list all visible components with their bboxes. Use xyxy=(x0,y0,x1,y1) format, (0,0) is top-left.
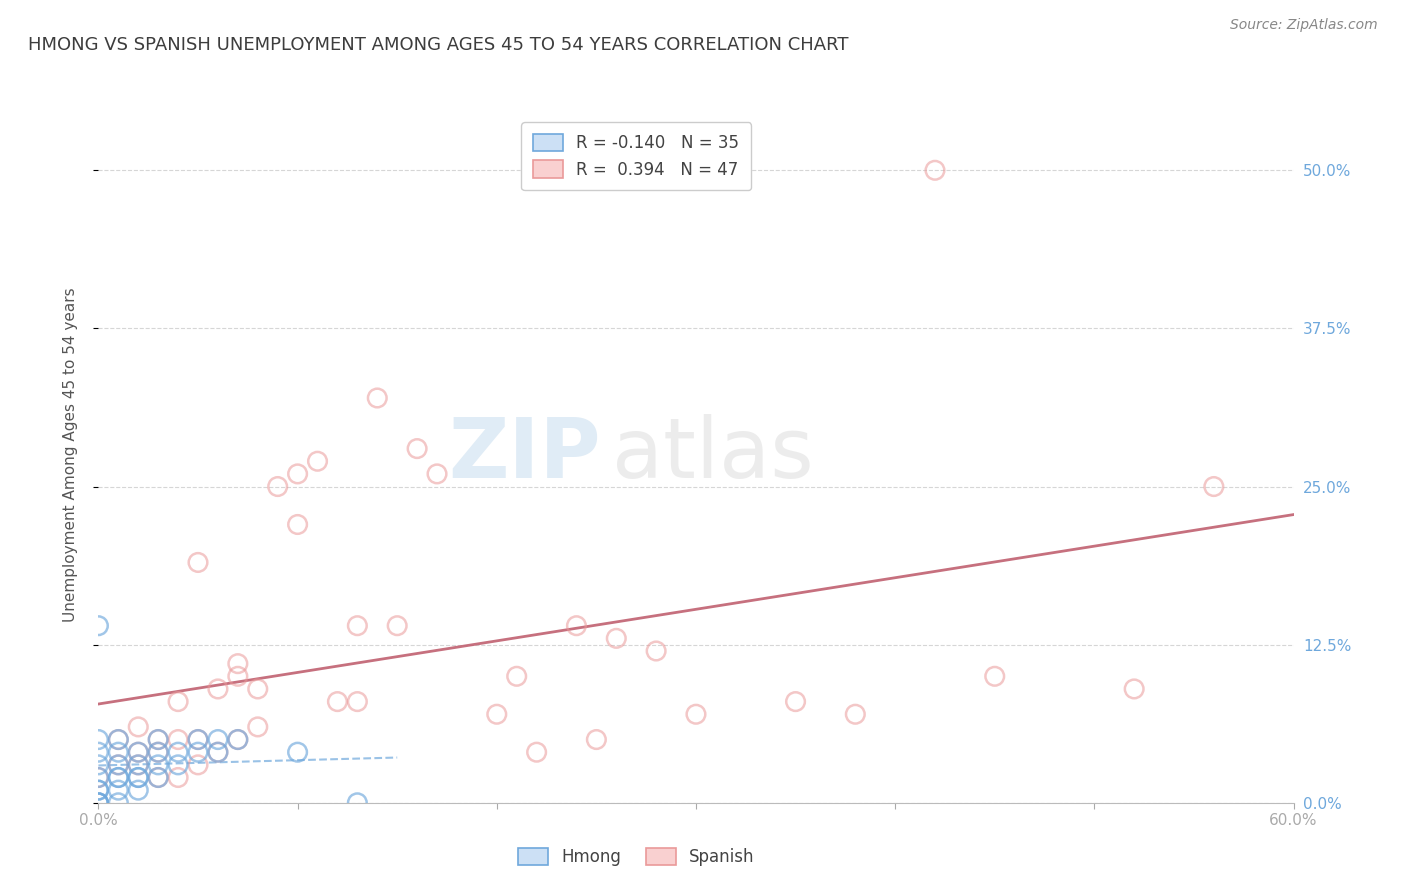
Point xyxy=(107,783,129,797)
Point xyxy=(685,707,707,722)
Point xyxy=(107,757,129,772)
Point xyxy=(167,745,190,759)
Point xyxy=(984,669,1007,683)
Point xyxy=(127,745,149,759)
Point xyxy=(326,695,349,709)
Point xyxy=(87,745,110,759)
Point xyxy=(167,771,190,785)
Point xyxy=(645,644,668,658)
Point xyxy=(207,745,229,759)
Point xyxy=(1123,681,1146,696)
Point xyxy=(226,657,249,671)
Point xyxy=(187,556,209,570)
Point xyxy=(585,732,607,747)
Point xyxy=(605,632,627,646)
Point xyxy=(924,163,946,178)
Point xyxy=(87,796,110,810)
Point xyxy=(107,732,129,747)
Point xyxy=(87,732,110,747)
Point xyxy=(148,771,170,785)
Point xyxy=(526,745,548,759)
Point xyxy=(406,442,429,456)
Point xyxy=(426,467,449,481)
Point xyxy=(107,771,129,785)
Point xyxy=(226,732,249,747)
Point xyxy=(107,796,129,810)
Point xyxy=(844,707,866,722)
Point xyxy=(346,618,368,632)
Text: atlas: atlas xyxy=(613,415,814,495)
Point xyxy=(187,732,209,747)
Point xyxy=(506,669,529,683)
Point xyxy=(287,745,309,759)
Point xyxy=(226,669,249,683)
Point xyxy=(267,479,290,493)
Point xyxy=(246,681,269,696)
Point xyxy=(346,695,368,709)
Point xyxy=(246,720,269,734)
Point xyxy=(87,771,110,785)
Point xyxy=(385,618,409,632)
Point xyxy=(287,467,309,481)
Point xyxy=(187,745,209,759)
Legend: Hmong, Spanish: Hmong, Spanish xyxy=(506,837,766,878)
Point xyxy=(207,732,229,747)
Point xyxy=(87,757,110,772)
Point xyxy=(187,732,209,747)
Point xyxy=(107,745,129,759)
Point xyxy=(107,757,129,772)
Point xyxy=(148,732,170,747)
Point xyxy=(127,757,149,772)
Point xyxy=(107,771,129,785)
Point xyxy=(87,618,110,632)
Point xyxy=(148,732,170,747)
Point xyxy=(207,745,229,759)
Point xyxy=(287,517,309,532)
Point xyxy=(785,695,807,709)
Point xyxy=(87,796,110,810)
Point xyxy=(127,771,149,785)
Point xyxy=(307,454,329,468)
Point xyxy=(127,783,149,797)
Point xyxy=(87,783,110,797)
Point xyxy=(148,757,170,772)
Point xyxy=(127,771,149,785)
Point xyxy=(87,796,110,810)
Text: HMONG VS SPANISH UNEMPLOYMENT AMONG AGES 45 TO 54 YEARS CORRELATION CHART: HMONG VS SPANISH UNEMPLOYMENT AMONG AGES… xyxy=(28,36,849,54)
Y-axis label: Unemployment Among Ages 45 to 54 years: Unemployment Among Ages 45 to 54 years xyxy=(63,287,77,623)
Text: Source: ZipAtlas.com: Source: ZipAtlas.com xyxy=(1230,18,1378,32)
Point xyxy=(107,732,129,747)
Point xyxy=(127,757,149,772)
Point xyxy=(485,707,508,722)
Point xyxy=(187,757,209,772)
Point xyxy=(127,720,149,734)
Point xyxy=(148,745,170,759)
Point xyxy=(346,796,368,810)
Text: ZIP: ZIP xyxy=(449,415,600,495)
Point xyxy=(148,771,170,785)
Point xyxy=(167,757,190,772)
Point xyxy=(366,391,388,405)
Point xyxy=(127,745,149,759)
Point xyxy=(87,783,110,797)
Point xyxy=(167,732,190,747)
Point xyxy=(207,681,229,696)
Point xyxy=(167,695,190,709)
Point xyxy=(148,745,170,759)
Point xyxy=(565,618,588,632)
Point xyxy=(226,732,249,747)
Point xyxy=(87,771,110,785)
Point xyxy=(1202,479,1225,493)
